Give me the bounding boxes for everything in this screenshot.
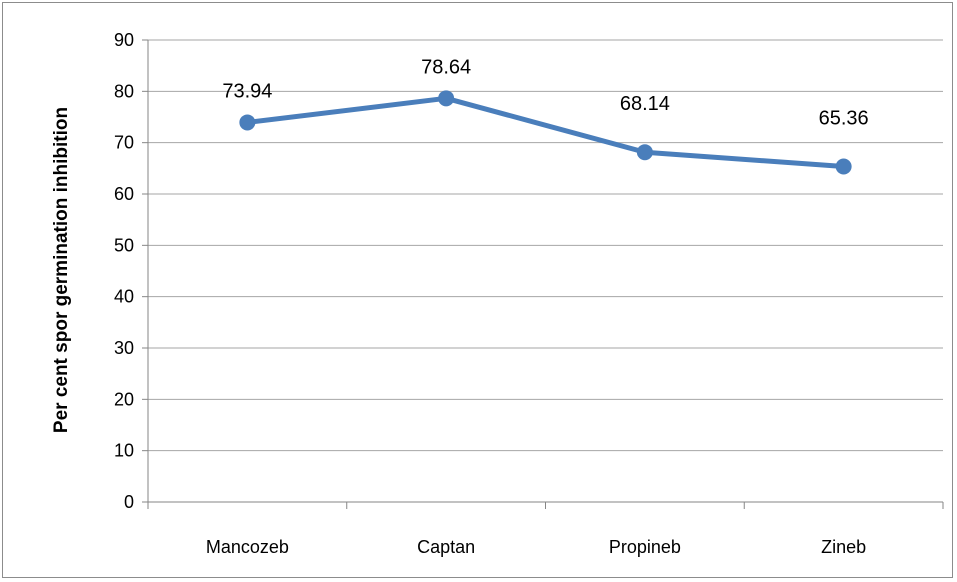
y-tick-label: 10 xyxy=(114,441,134,461)
data-label: 65.36 xyxy=(819,107,869,129)
y-tick-label: 20 xyxy=(114,389,134,409)
series-line xyxy=(244,95,847,169)
data-point xyxy=(239,114,256,131)
series xyxy=(239,90,852,175)
y-tick-label: 80 xyxy=(114,81,134,101)
data-point xyxy=(835,158,852,175)
y-tick-label: 40 xyxy=(114,287,134,307)
y-tick-label: 70 xyxy=(114,133,134,153)
data-labels: 73.94 78.64 68.14 65.36 xyxy=(222,56,868,129)
y-tick-label: 90 xyxy=(114,30,134,50)
data-label: 68.14 xyxy=(620,93,670,115)
x-tick-label: Zineb xyxy=(821,537,866,557)
y-tick-label: 0 xyxy=(124,492,134,512)
data-point xyxy=(438,90,455,107)
y-tick-label: 50 xyxy=(114,235,134,255)
x-tick-label: Mancozeb xyxy=(206,537,289,557)
x-tick-label: Propineb xyxy=(609,537,681,557)
gridlines xyxy=(148,39,943,452)
data-point xyxy=(636,144,653,161)
y-tick-label: 30 xyxy=(114,338,134,358)
x-tick-marks xyxy=(147,502,944,509)
y-tick-label: 60 xyxy=(114,184,134,204)
x-tick-labels: Mancozeb Captan Propineb Zineb xyxy=(206,537,866,557)
x-tick-label: Captan xyxy=(417,537,475,557)
y-tick-labels: 0 10 20 30 40 50 60 70 80 90 xyxy=(114,30,148,512)
y-axis-title: Per cent spor germination inhibition xyxy=(51,107,72,433)
data-label: 78.64 xyxy=(421,56,471,78)
data-label: 73.94 xyxy=(222,80,272,102)
